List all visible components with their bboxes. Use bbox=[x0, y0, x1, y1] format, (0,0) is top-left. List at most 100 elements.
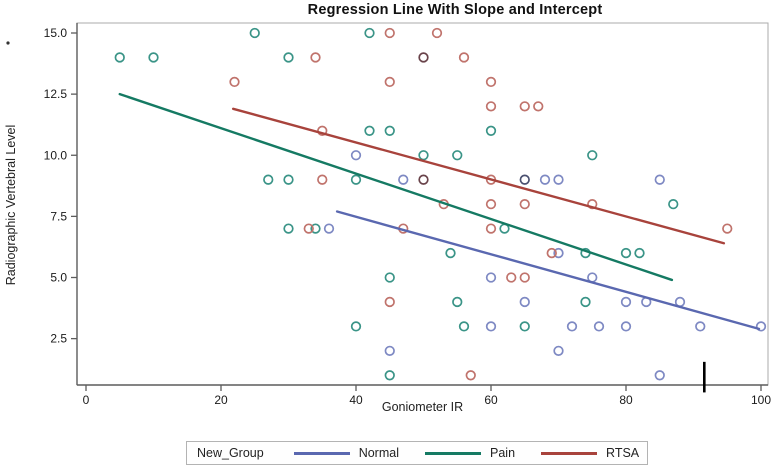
data-point-rtsa bbox=[303, 223, 314, 234]
data-point-pain bbox=[485, 125, 497, 136]
regression-line-rtsa bbox=[231, 107, 726, 245]
legend-label-rtsa: RTSA bbox=[606, 446, 640, 460]
data-point-pain bbox=[364, 27, 375, 39]
x-tick-label: 100 bbox=[751, 393, 771, 407]
legend-item-pain: Pain bbox=[425, 446, 515, 460]
data-point-normal bbox=[350, 150, 362, 161]
legend-label-pain: Pain bbox=[490, 446, 516, 460]
data-point-normal bbox=[519, 296, 530, 308]
data-point-normal bbox=[654, 174, 665, 185]
data-point-pain bbox=[350, 174, 362, 185]
legend-box: New_Group Normal Pain RTSA bbox=[186, 441, 648, 465]
x-tick-label: 0 bbox=[83, 393, 90, 407]
y-tick-label: 5.0 bbox=[50, 271, 67, 285]
data-point-rtsa bbox=[317, 174, 328, 185]
data-point-rtsa bbox=[519, 198, 530, 210]
regression-line-normal bbox=[335, 210, 761, 331]
data-point-pain bbox=[263, 174, 274, 185]
data-point-rtsa bbox=[229, 76, 240, 88]
data-point-normal bbox=[566, 321, 578, 332]
normal-line-swatch-icon bbox=[293, 451, 350, 455]
data-point-pain bbox=[114, 52, 125, 63]
data-point-normal bbox=[485, 321, 497, 332]
data-point-rtsa bbox=[384, 296, 395, 308]
data-point-pain bbox=[384, 370, 395, 381]
data-point-normal bbox=[620, 296, 632, 308]
data-point-normal bbox=[695, 321, 706, 332]
y-tick-label: 15.0 bbox=[44, 26, 68, 40]
data-point-rtsa bbox=[722, 223, 733, 234]
plot-frame bbox=[76, 22, 769, 386]
x-tick-label: 60 bbox=[484, 393, 498, 407]
pain-line-swatch-icon bbox=[425, 451, 481, 455]
data-point-rtsa bbox=[485, 198, 497, 210]
stray-dot-mark bbox=[6, 41, 10, 45]
y-tick-label: 10.0 bbox=[44, 148, 68, 162]
regression-line-pain bbox=[118, 92, 674, 282]
data-point-normal bbox=[485, 272, 497, 283]
data-point-pain bbox=[249, 27, 260, 39]
rtsa-line-swatch-icon bbox=[541, 451, 598, 455]
legend-label-normal: Normal bbox=[358, 446, 399, 460]
chart-title: Regression Line With Slope and Intercept bbox=[307, 2, 603, 18]
data-point-rtsa bbox=[485, 223, 497, 234]
data-point-pain bbox=[384, 125, 395, 136]
data-point-pain bbox=[445, 247, 456, 259]
legend-title: New_Group bbox=[197, 446, 264, 460]
data-point-pain bbox=[634, 247, 645, 259]
legend-item-rtsa: RTSA bbox=[541, 446, 639, 460]
data-point-rtsa bbox=[384, 27, 395, 39]
data-point-pain bbox=[580, 296, 591, 308]
data-point-rtsa bbox=[310, 52, 321, 63]
data-point-normal bbox=[539, 174, 551, 185]
data-point-normal bbox=[323, 223, 335, 234]
data-point-pain bbox=[452, 296, 463, 308]
data-point-pain bbox=[458, 321, 470, 332]
data-point-pain bbox=[283, 52, 294, 63]
data-point-rtsa bbox=[485, 101, 497, 112]
data-point-rtsa bbox=[465, 370, 476, 381]
y-tick-label: 12.5 bbox=[44, 87, 68, 101]
data-point-normal bbox=[755, 321, 767, 332]
data-point-rtsa bbox=[485, 76, 497, 88]
data-point-rtsa bbox=[458, 52, 470, 63]
legend-item-normal: Normal bbox=[293, 446, 399, 460]
data-point-rtsa bbox=[418, 52, 429, 63]
data-point-rtsa bbox=[587, 198, 598, 210]
data-point-pain bbox=[310, 223, 321, 234]
y-tick-label: 7.5 bbox=[50, 209, 67, 223]
data-point-pain bbox=[418, 150, 429, 161]
data-point-normal bbox=[654, 370, 665, 381]
data-point-rtsa bbox=[519, 272, 530, 283]
data-point-normal bbox=[553, 247, 564, 259]
data-point-rtsa bbox=[418, 174, 429, 185]
data-point-rtsa bbox=[384, 76, 395, 88]
data-point-rtsa bbox=[533, 101, 544, 112]
x-axis-title: Goniometer IR bbox=[381, 400, 464, 414]
data-point-rtsa bbox=[546, 247, 557, 259]
y-tick-label: 2.5 bbox=[50, 332, 67, 346]
data-point-normal bbox=[593, 321, 605, 332]
data-point-pain bbox=[283, 223, 294, 234]
data-point-rtsa bbox=[431, 27, 443, 39]
x-tick-label: 20 bbox=[214, 393, 228, 407]
data-point-pain bbox=[364, 125, 375, 136]
data-point-pain bbox=[620, 247, 632, 259]
data-point-normal bbox=[398, 174, 409, 185]
data-point-normal bbox=[519, 174, 530, 185]
data-point-pain bbox=[350, 321, 362, 332]
data-point-rtsa bbox=[506, 272, 517, 283]
data-point-pain bbox=[148, 52, 159, 63]
data-point-pain bbox=[384, 272, 395, 283]
data-point-normal bbox=[553, 345, 564, 357]
data-point-pain bbox=[519, 321, 530, 332]
data-point-pain bbox=[587, 150, 598, 161]
x-tick-label: 40 bbox=[349, 393, 363, 407]
data-point-pain bbox=[452, 150, 463, 161]
data-point-pain bbox=[283, 174, 294, 185]
data-point-rtsa bbox=[519, 101, 530, 112]
data-point-normal bbox=[384, 345, 395, 357]
data-point-normal bbox=[553, 174, 564, 185]
